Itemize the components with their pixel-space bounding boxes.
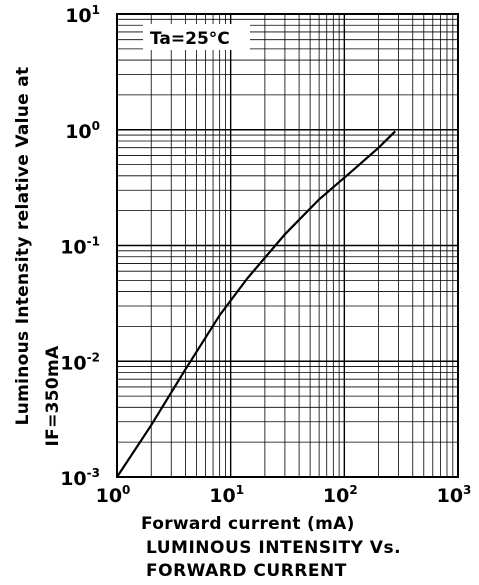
x-tick-label: 103: [437, 483, 472, 507]
temperature-annotation: Ta=25°C: [150, 29, 230, 49]
y-tick-label: 10-2: [60, 350, 100, 374]
annotation-box: [143, 24, 250, 50]
y-tick-label: 10-1: [60, 235, 100, 259]
y-tick-label: 10-3: [60, 466, 100, 490]
x-tick-label: 102: [323, 483, 358, 507]
caption-line2: FORWARD CURRENT: [146, 561, 347, 581]
series-line: [116, 130, 396, 478]
x-tick-label: 100: [96, 483, 131, 507]
y-tick-labels: 101 100 10-1 10-2 10-3: [60, 3, 100, 490]
x-tick-label: 101: [209, 483, 244, 507]
caption-line1: LUMINOUS INTENSITY Vs.: [146, 538, 402, 558]
y-axis-label-line1: Luminous Intensity relative Value at: [13, 67, 33, 426]
grid-lines: [116, 14, 458, 478]
plot-frame: [116, 13, 459, 478]
y-axis-label-line2: IF=350mA: [43, 345, 63, 446]
y-tick-label: 101: [65, 3, 100, 27]
x-tick-labels: 100 101 102 103: [96, 483, 472, 507]
x-axis-label: Forward current (mA): [141, 514, 355, 534]
y-tick-label: 100: [65, 119, 100, 143]
